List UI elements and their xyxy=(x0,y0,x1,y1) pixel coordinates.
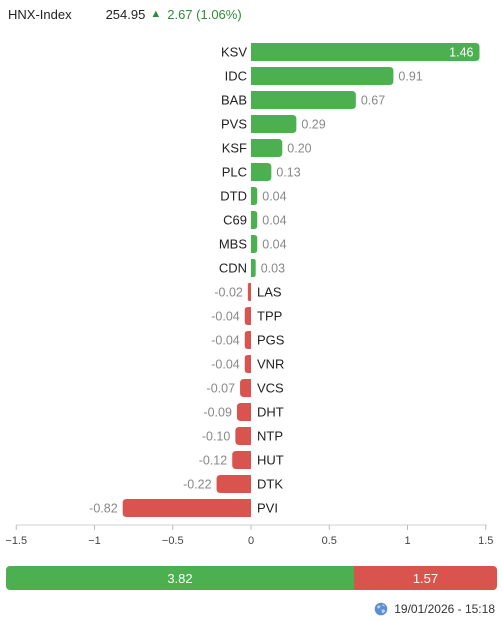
value-label: -0.82 xyxy=(89,502,118,516)
value-label: 0.91 xyxy=(398,70,422,84)
ticker-label: IDC xyxy=(225,69,247,84)
bar-hut xyxy=(232,451,251,469)
ticker-label: KSV xyxy=(221,45,247,60)
ticker-label: DHT xyxy=(257,405,284,420)
bar-vcs xyxy=(240,379,251,397)
ticker-label: VNR xyxy=(257,357,284,372)
bar-ksf xyxy=(251,139,283,157)
advances-value: 3.82 xyxy=(167,570,193,586)
ticker-label: LAS xyxy=(257,285,282,300)
bar-vnr xyxy=(244,355,251,373)
bar-cdn xyxy=(251,259,256,277)
bar-ksv xyxy=(251,43,480,61)
timestamp: 19/01/2026 - 15:18 xyxy=(394,602,495,616)
ticker-label: PVI xyxy=(257,501,278,516)
bar-dtd xyxy=(251,187,258,205)
bar-bab xyxy=(251,91,356,109)
ticker-label: TPP xyxy=(257,309,282,324)
ticker-label: MBS xyxy=(219,237,248,252)
footer: 19/01/2026 - 15:18 xyxy=(374,600,495,618)
bar-plc xyxy=(251,163,272,181)
bar-pgs xyxy=(244,331,251,349)
market-breadth-bar: 3.82 1.57 xyxy=(6,566,497,590)
value-label: -0.04 xyxy=(211,334,240,348)
ticker-label: DTD xyxy=(220,189,247,204)
x-tick-label: 1 xyxy=(404,535,410,547)
value-label: -0.04 xyxy=(211,358,240,372)
x-tick-label: 1.5 xyxy=(478,535,493,547)
index-change: 2.67 (1.06%) xyxy=(167,6,242,22)
ticker-label: NTP xyxy=(257,429,283,444)
value-label: 1.46 xyxy=(449,46,473,60)
bar-pvi xyxy=(122,499,251,517)
ticker-label: CDN xyxy=(219,261,247,276)
bar-idc xyxy=(251,67,394,85)
value-label: -0.10 xyxy=(202,430,231,444)
bar-mbs xyxy=(251,235,258,253)
index-name: HNX-Index xyxy=(8,6,72,22)
value-label: 0.03 xyxy=(261,262,285,276)
x-tick-label: 0 xyxy=(248,535,254,547)
value-label: 0.04 xyxy=(262,238,286,252)
value-label: 0.04 xyxy=(262,190,286,204)
ticker-label: BAB xyxy=(221,93,247,108)
value-label: 0.20 xyxy=(287,142,311,156)
declines-value: 1.57 xyxy=(412,570,439,586)
value-label: -0.04 xyxy=(211,310,240,324)
ticker-label: HUT xyxy=(257,453,284,468)
value-label: 0.04 xyxy=(262,214,286,228)
bar-dtk xyxy=(216,475,251,493)
value-label: -0.07 xyxy=(207,382,236,396)
globe-icon xyxy=(374,602,388,616)
ticker-label: PLC xyxy=(222,165,247,180)
declines-segment: 1.57 xyxy=(353,566,497,590)
x-tick-label: −0.5 xyxy=(162,535,184,547)
x-tick-label: 0.5 xyxy=(322,535,337,547)
value-label: 0.13 xyxy=(276,166,300,180)
ticker-label: KSF xyxy=(222,141,247,156)
bar-c69 xyxy=(251,211,258,229)
x-tick-label: −1 xyxy=(88,535,101,547)
value-label: 0.29 xyxy=(301,118,325,132)
index-value: 254.95 xyxy=(105,6,146,22)
ticker-label: PGS xyxy=(257,333,285,348)
ticker-label: DTK xyxy=(257,477,283,492)
ticker-label: C69 xyxy=(223,213,247,228)
ticker-label: VCS xyxy=(257,381,284,396)
bar-dht xyxy=(236,403,251,421)
up-arrow-icon: ▲ xyxy=(150,8,162,20)
value-label: 0.67 xyxy=(361,94,385,108)
ticker-label: PVS xyxy=(221,117,247,132)
bar-pvs xyxy=(251,115,297,133)
value-label: -0.12 xyxy=(199,454,228,468)
bar-tpp xyxy=(244,307,251,325)
value-label: -0.09 xyxy=(203,406,232,420)
index-header: HNX-Index 254.95 ▲ 2.67 (1.06%) xyxy=(8,5,242,23)
advances-segment: 3.82 xyxy=(6,566,354,590)
contribution-bar-chart: KSV 1.46 IDC 0.91 BAB 0.67 PVS 0.29 KSF 0.20 PLC 0.… xyxy=(5,43,493,547)
bar-ntp xyxy=(235,427,251,445)
x-tick-label: −1.5 xyxy=(5,535,27,547)
bar-las xyxy=(247,283,251,301)
value-label: -0.02 xyxy=(214,286,243,300)
value-label: -0.22 xyxy=(183,478,212,492)
